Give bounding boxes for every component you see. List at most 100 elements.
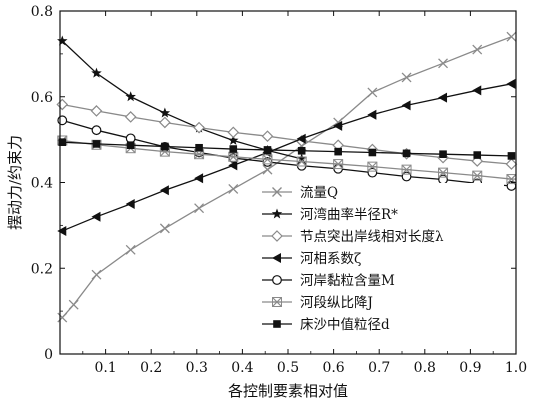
series-line	[62, 141, 512, 157]
data-point	[472, 85, 482, 96]
data-point	[92, 140, 101, 148]
data-point	[91, 67, 102, 78]
legend-item-bg	[260, 205, 504, 224]
data-point	[56, 98, 69, 111]
axes: 0.1 0.2 0.3 0.4 0.5 0.6 0.7 0.8 0.9 1.0 0 0.2 0.4 0.6…	[31, 4, 527, 376]
data-point	[473, 151, 482, 159]
legend-item-bg	[260, 293, 504, 312]
data-point	[228, 160, 238, 171]
data-point	[439, 150, 447, 159]
data-point	[125, 244, 136, 255]
data-point	[472, 170, 483, 181]
x-tick-label: 0.2	[140, 360, 162, 376]
data-point	[58, 138, 67, 146]
y-tick-label: 0.8	[31, 4, 53, 20]
legend-marker	[272, 275, 282, 285]
legend-marker	[272, 187, 282, 197]
data-point	[401, 100, 411, 111]
legend-item-bg	[260, 315, 504, 334]
legend-item: 流量Q	[260, 183, 504, 202]
data-point	[228, 183, 239, 194]
legend-item-bg	[260, 271, 504, 290]
data-point	[262, 164, 273, 175]
series-line	[61, 40, 302, 160]
data-point	[367, 87, 378, 98]
y-axis-title: 摆动力/约束力	[6, 135, 24, 230]
series-7	[58, 138, 516, 160]
data-point	[402, 149, 411, 158]
series-line	[62, 139, 512, 180]
data-point	[161, 142, 169, 151]
x-tick-label: 0.6	[322, 360, 344, 376]
x-tick-label: 0.8	[414, 360, 436, 376]
data-point	[125, 133, 136, 144]
data-point	[506, 31, 517, 42]
legend-item: 床沙中值粒径d	[260, 315, 504, 334]
legend-item-bg	[260, 183, 504, 202]
legend-label: 河段纵比降J	[300, 295, 373, 311]
series-6	[57, 135, 517, 185]
x-tick-label: 1.0	[505, 360, 527, 376]
y-tick-label: 0.6	[31, 90, 53, 106]
data-point	[229, 145, 238, 153]
legend-item-bg	[260, 249, 504, 268]
data-point	[401, 72, 412, 83]
data-point	[262, 154, 273, 165]
data-point	[68, 299, 79, 310]
data-point	[367, 109, 377, 120]
data-point	[126, 141, 135, 149]
data-point	[159, 185, 169, 196]
legend-item: 河段纵比降J	[260, 293, 504, 312]
data-point	[159, 223, 170, 234]
plot-area	[56, 31, 518, 323]
data-point	[57, 115, 68, 126]
data-point	[57, 225, 67, 236]
data-point	[367, 167, 378, 178]
x-tick-label: 0.5	[277, 360, 299, 376]
data-point	[90, 105, 103, 117]
data-point	[438, 58, 448, 69]
legend: 流量Q 河湾曲率半径R* 节点突出岸线相对长度λ 河相系数ζ 河岸黏粒含量M 河段纵比降J…	[260, 183, 504, 334]
series-line	[62, 83, 512, 232]
data-point	[193, 121, 205, 134]
legend-label: 流量Q	[300, 185, 338, 201]
legend-marker	[271, 230, 283, 242]
x-tick-label: 0.4	[231, 360, 253, 376]
x-tick-label: 0.7	[368, 360, 390, 376]
data-point	[194, 203, 205, 214]
data-point	[507, 152, 516, 160]
data-point	[334, 147, 342, 156]
legend-item: 河湾曲率半径R*	[260, 205, 504, 224]
data-point	[263, 146, 272, 154]
data-point	[438, 167, 449, 178]
legend-label: 河湾曲率半径R*	[300, 206, 398, 223]
data-point	[91, 211, 101, 222]
series-line	[62, 103, 512, 165]
data-point	[57, 35, 68, 46]
data-point	[438, 92, 448, 103]
legend-marker	[272, 297, 282, 307]
data-point	[159, 116, 171, 129]
legend-label: 河岸黏粒含量M	[300, 273, 395, 289]
data-point	[227, 126, 240, 139]
legend-label: 床沙中值粒径d	[300, 317, 390, 333]
data-point	[368, 148, 377, 157]
data-point	[296, 133, 306, 144]
legend-marker	[273, 320, 281, 328]
x-tick-label: 0.3	[186, 360, 208, 376]
data-point	[297, 146, 306, 155]
legend-marker	[272, 253, 281, 263]
data-point	[505, 158, 518, 170]
series-3	[56, 98, 518, 170]
series-1	[57, 31, 517, 323]
legend-marker	[271, 208, 283, 219]
y-tick-label: 0.4	[31, 176, 53, 192]
data-point	[125, 198, 135, 209]
data-point	[91, 269, 102, 280]
data-point	[472, 44, 483, 55]
data-point	[296, 153, 307, 164]
data-point	[124, 111, 137, 123]
legend-item: 节点突出岸线相对长度λ	[260, 227, 504, 246]
legend-label: 节点突出岸线相对长度λ	[300, 229, 444, 245]
